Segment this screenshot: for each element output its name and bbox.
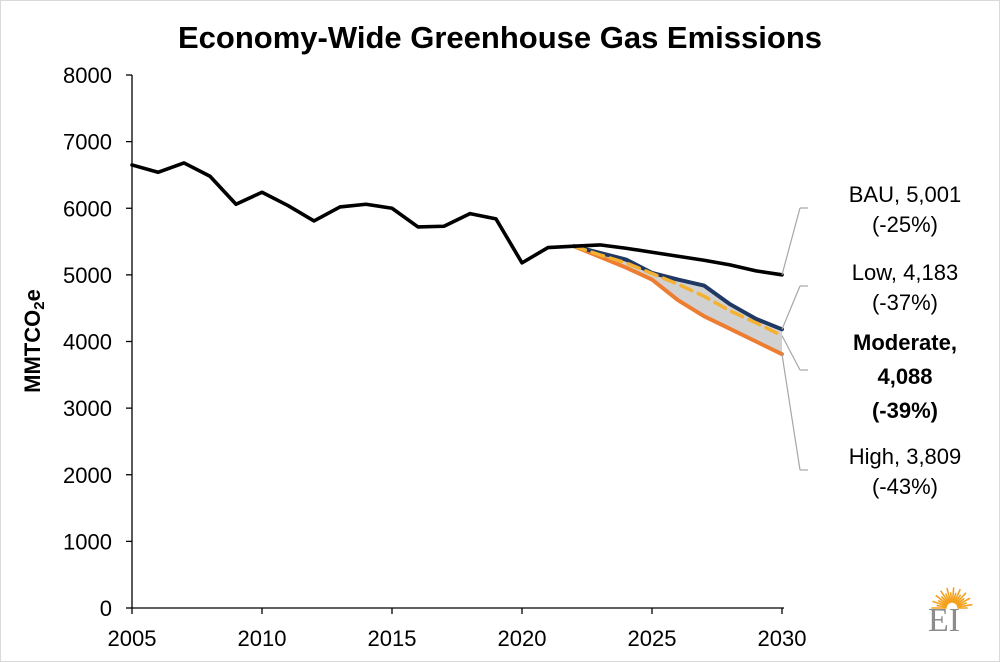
sun-ray xyxy=(955,597,965,606)
sun-ray xyxy=(945,593,951,604)
ei-sunburst-icon xyxy=(931,587,973,609)
x-tick-label: 2015 xyxy=(368,626,417,651)
sun-ray xyxy=(932,600,948,607)
sun-ray xyxy=(955,592,967,605)
annotation-high: High, 3,809 (-43%) xyxy=(820,442,990,502)
sun-ray xyxy=(936,604,947,608)
y-tick-label: 0 xyxy=(100,596,112,621)
sun-ray xyxy=(956,597,971,606)
series-line-historical xyxy=(130,161,576,265)
series-lines xyxy=(130,161,784,357)
y-tick-label: 1000 xyxy=(63,529,112,554)
leader-line-high xyxy=(781,354,801,471)
sun-ray xyxy=(957,603,973,608)
annotation-moderate: Moderate, 4,088 (-39%) xyxy=(820,326,990,428)
x-tick-label: 2030 xyxy=(758,626,807,651)
sun-ray xyxy=(954,594,962,604)
annotation-low-line2: (-37%) xyxy=(871,290,938,315)
series-line-moderate xyxy=(572,244,784,338)
y-tick-label: 8000 xyxy=(63,63,112,88)
logo-text: EI xyxy=(928,602,961,639)
y-tick-label: 3000 xyxy=(63,396,112,421)
sun-ray xyxy=(940,590,950,604)
annotation-moderate-line1: Moderate, xyxy=(853,330,957,355)
annotation-moderate-line3: (-39%) xyxy=(871,398,938,423)
y-tick-label: 2000 xyxy=(63,463,112,488)
sun-ray xyxy=(946,587,952,603)
y-tick-label: 6000 xyxy=(63,196,112,221)
annotation-low: Low, 4,183 (-37%) xyxy=(820,258,990,318)
leader-line-bau xyxy=(781,207,801,275)
annotation-low-line1: Low, 4,183 xyxy=(851,260,959,285)
annotation-leader-lines xyxy=(781,207,808,471)
chart-title: Economy-Wide Greenhouse Gas Emissions xyxy=(177,20,822,55)
sun-ray xyxy=(956,602,967,607)
annotation-bau: BAU, 5,001 (-25%) xyxy=(820,180,990,240)
sun-ray xyxy=(941,596,949,605)
y-tick-label: 5000 xyxy=(63,263,112,288)
annotation-high-line2: (-43%) xyxy=(871,474,938,499)
annotation-bau-line1: BAU, 5,001 xyxy=(848,182,962,207)
y-tick-label: 7000 xyxy=(63,130,112,155)
x-tick-label: 2020 xyxy=(498,626,547,651)
sun-ray xyxy=(951,587,955,603)
sun-ray xyxy=(949,592,953,603)
annotation-bau-line2: (-25%) xyxy=(871,212,938,237)
sun-ray xyxy=(952,592,957,603)
annotation-moderate-line2: 4,088 xyxy=(877,364,933,389)
x-tick-label: 2010 xyxy=(238,626,287,651)
annotation-high-line1: High, 3,809 xyxy=(848,444,962,469)
sun-ray xyxy=(938,600,948,606)
axes: 0 1000 2000 3000 4000 5000 6000 7000 8000 2005 201… xyxy=(63,63,806,651)
x-tick-label: 2025 xyxy=(628,626,677,651)
sun-ray xyxy=(953,588,961,604)
x-tick-label: 2005 xyxy=(108,626,157,651)
leader-line-moderate xyxy=(781,335,801,371)
sun-ray xyxy=(935,594,949,606)
y-tick-label: 4000 xyxy=(63,330,112,355)
leader-line-low xyxy=(781,285,801,330)
